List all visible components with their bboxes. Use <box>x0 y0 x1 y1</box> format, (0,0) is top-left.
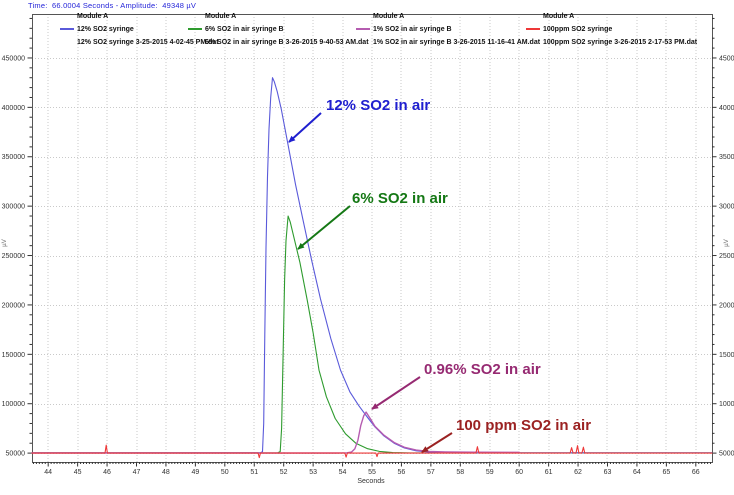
svg-text:300000: 300000 <box>719 204 734 211</box>
svg-text:62: 62 <box>574 469 582 476</box>
status-bar-time-amplitude-readout: Time: 66.0004 Seconds - Amplitude: 49348… <box>28 1 197 10</box>
legend-series-name: 100ppm SO2 syringe <box>543 26 613 33</box>
svg-text:250000: 250000 <box>719 253 734 260</box>
x-axis-label: Seconds <box>357 478 385 485</box>
legend-6pct-so2-syringe: Module A 6% SO2 in air syringe B 6% SO2 … <box>188 10 369 49</box>
gridlines <box>32 14 712 462</box>
svg-text:150000: 150000 <box>2 352 25 359</box>
svg-text:12% SO2 in air: 12% SO2 in air <box>326 97 430 114</box>
legend-line-sample-red <box>526 28 540 30</box>
svg-text:55: 55 <box>368 469 376 476</box>
svg-text:50000: 50000 <box>719 451 734 458</box>
svg-text:52: 52 <box>280 469 288 476</box>
svg-text:60: 60 <box>515 469 523 476</box>
svg-text:51: 51 <box>250 469 258 476</box>
svg-text:59: 59 <box>486 469 494 476</box>
svg-text:47: 47 <box>133 469 141 476</box>
legend-series-name: 6% SO2 in air syringe B <box>205 26 284 33</box>
legend-series-file: 6% SO2 in air syringe B 3-26-2015 9-40-5… <box>205 39 369 46</box>
svg-text:58: 58 <box>456 469 464 476</box>
legend-line-sample-green <box>188 28 202 30</box>
svg-text:57: 57 <box>427 469 435 476</box>
trace-6pct-so2 <box>31 215 713 454</box>
svg-text:100 ppm SO2 in air: 100 ppm SO2 in air <box>456 417 591 434</box>
axis-tick-labels: 44 45 46 47 48 49 50 51 52 53 54 55 56 57 58 59 60 61 62 63… <box>2 55 734 476</box>
svg-text:200000: 200000 <box>2 302 25 309</box>
svg-text:61: 61 <box>545 469 553 476</box>
legend-line-sample-blue <box>60 28 74 30</box>
legend-module-label: Module A <box>373 13 405 20</box>
trace-1pct-so2 <box>31 411 520 454</box>
annotation-12-so2-in-air: 12% SO2 in air <box>288 97 430 143</box>
svg-text:53: 53 <box>309 469 317 476</box>
svg-text:46: 46 <box>103 469 111 476</box>
svg-text:100000: 100000 <box>719 401 734 408</box>
svg-text:50: 50 <box>221 469 229 476</box>
legend-module-label: Module A <box>543 13 575 20</box>
svg-text:54: 54 <box>339 469 347 476</box>
legend-series-name: 1% SO2 in air syringe B <box>373 26 452 33</box>
svg-text:45: 45 <box>74 469 82 476</box>
annotation-6-so2-in-air: 6% SO2 in air <box>297 190 448 250</box>
svg-text:44: 44 <box>44 469 52 476</box>
y-axis-unit-left: µV <box>2 239 8 246</box>
svg-text:400000: 400000 <box>2 105 25 112</box>
y-axis-unit-right: µV <box>724 239 730 246</box>
svg-text:0.96% SO2 in air: 0.96% SO2 in air <box>424 361 541 378</box>
svg-text:350000: 350000 <box>2 154 25 161</box>
svg-text:65: 65 <box>662 469 670 476</box>
legend-12pct-so2-syringe: Module A 12% SO2 syringe 12% SO2 syringe… <box>60 10 219 49</box>
svg-text:48: 48 <box>162 469 170 476</box>
svg-text:450000: 450000 <box>719 55 734 62</box>
svg-text:50000: 50000 <box>6 451 26 458</box>
svg-text:300000: 300000 <box>2 204 25 211</box>
legend-100ppm-so2-syringe: Module A 100ppm SO2 syringe 100ppm SO2 s… <box>526 10 697 49</box>
axis-ticks <box>27 17 717 467</box>
svg-text:450000: 450000 <box>2 55 25 62</box>
legend-module-label: Module A <box>77 13 109 20</box>
legend-series-name: 12% SO2 syringe <box>77 26 134 33</box>
svg-text:49: 49 <box>191 469 199 476</box>
svg-text:56: 56 <box>398 469 406 476</box>
svg-text:150000: 150000 <box>719 352 734 359</box>
trace-100ppm-so2 <box>31 444 713 459</box>
legend-module-label: Module A <box>205 13 237 20</box>
legend-series-file: 100ppm SO2 syringe 3-26-2015 2-17-53 PM.… <box>543 39 698 46</box>
annotation-100-ppm-so2-in-air: 100 ppm SO2 in air <box>421 417 591 453</box>
annotation-0-96-so2-in-air: 0.96% SO2 in air <box>371 361 541 410</box>
legend-series-file: 12% SO2 syringe 3-25-2015 4-02-45 PM.dat <box>77 39 219 46</box>
legend-line-sample-magenta <box>356 28 370 30</box>
svg-text:6% SO2 in air: 6% SO2 in air <box>352 190 448 207</box>
svg-text:250000: 250000 <box>2 253 25 260</box>
svg-text:100000: 100000 <box>2 401 25 408</box>
svg-text:63: 63 <box>604 469 612 476</box>
svg-text:200000: 200000 <box>719 302 734 309</box>
legend-series-file: 1% SO2 in air syringe B 3-26-2015 11-16-… <box>373 39 541 46</box>
svg-text:400000: 400000 <box>719 105 734 112</box>
trace-12pct-so2 <box>31 77 713 454</box>
svg-text:64: 64 <box>633 469 641 476</box>
svg-text:66: 66 <box>692 469 700 476</box>
legend-1pct-so2-syringe: Module A 1% SO2 in air syringe B 1% SO2 … <box>356 10 540 49</box>
svg-text:350000: 350000 <box>719 154 734 161</box>
